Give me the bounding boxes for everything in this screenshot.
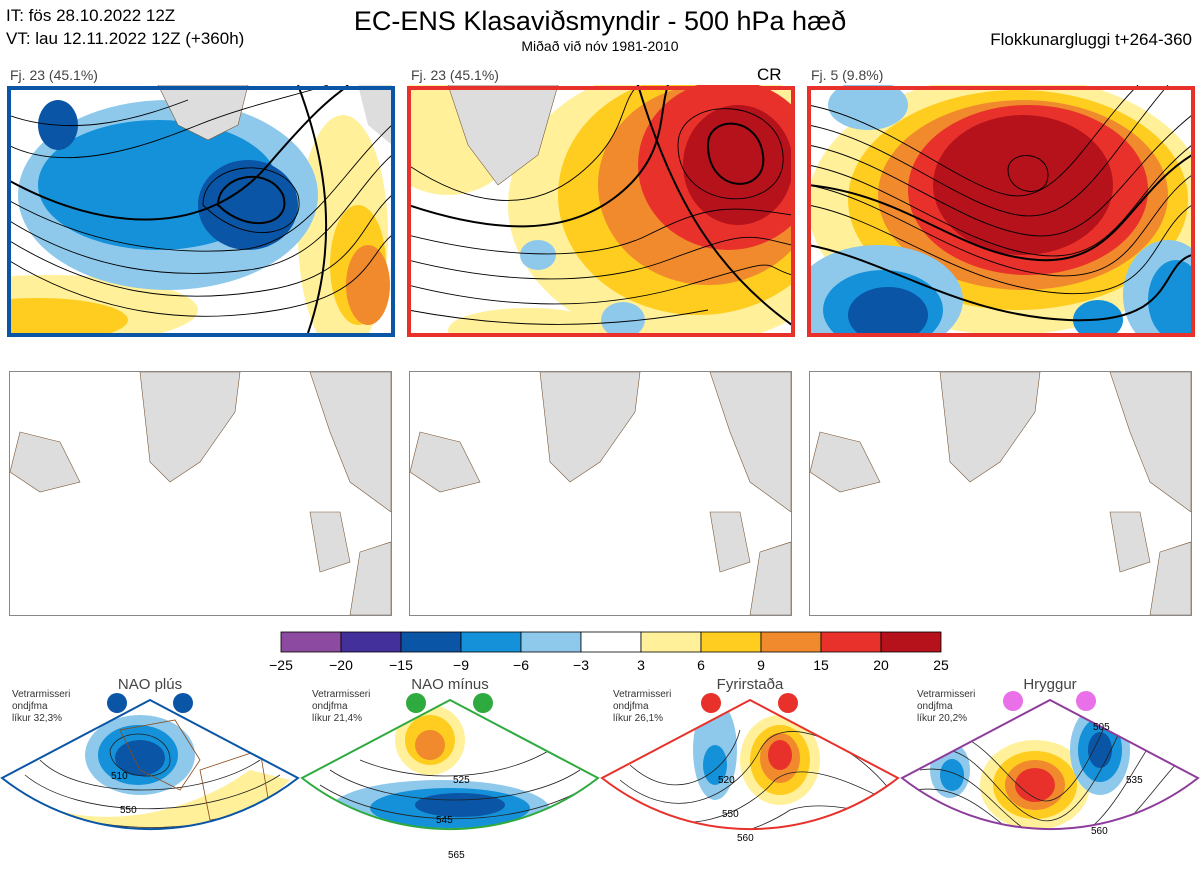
regime-4-contour-label: 535 — [1126, 775, 1143, 786]
panel-1-label: Fj. 23 (45.1%) — [10, 67, 98, 83]
base-map-2 — [409, 371, 792, 616]
colorbar-tick-label: −3 — [573, 657, 589, 673]
regime-1-marker — [107, 693, 127, 713]
colorbar-segment — [640, 631, 702, 653]
colorbar-segment — [880, 631, 942, 653]
regime-1-marker — [173, 693, 193, 713]
initial-time: IT: fös 28.10.2022 12Z — [6, 6, 176, 25]
regime-2-contour-label: 565 — [448, 850, 465, 861]
colorbar-tick-label: −15 — [389, 657, 413, 673]
regime-1-note-line: ondjfma — [12, 701, 48, 712]
colorbar-tick-label: −20 — [329, 657, 353, 673]
cluster-map-1 — [8, 85, 392, 333]
regime-4-note: Vetrarmisseri ondjfma líkur 20,2% — [917, 689, 975, 725]
regime-2-note-line: líkur 21,4% — [312, 713, 363, 724]
regime-map-2: 525 545 565 — [300, 690, 600, 870]
regime-2-note-line: ondjfma — [312, 701, 348, 712]
regime-2-marker — [473, 693, 493, 713]
regime-1-contour-label: 550 — [120, 805, 137, 816]
regime-2-note: Vetrarmisseri ondjfma líkur 21,4% — [312, 689, 370, 725]
colorbar-tick-label: 15 — [813, 657, 829, 673]
regime-map-1: 510 550 — [0, 690, 300, 870]
cluster-frame-1 — [7, 86, 395, 337]
cluster-frame-2 — [407, 86, 795, 337]
regime-3-contour-label: 550 — [722, 809, 739, 820]
base-map-3 — [809, 371, 1192, 616]
colorbar-tick-label: 3 — [637, 657, 645, 673]
colorbar-segment — [820, 631, 882, 653]
regime-2-contour-label: 525 — [453, 775, 470, 786]
colorbar-segment — [700, 631, 762, 653]
panel-2-tag: CR — [757, 65, 782, 84]
regime-1-title: NAO plús — [117, 676, 183, 693]
regime-2-contour-label: 545 — [436, 815, 453, 826]
colorbar-tick-label: 6 — [697, 657, 705, 673]
colorbar-tick-label: −9 — [453, 657, 469, 673]
regime-4-note-line: Vetrarmisseri — [917, 689, 976, 700]
regime-2-marker — [406, 693, 426, 713]
regime-2-note-line: Vetrarmisseri — [312, 689, 371, 700]
regime-4-marker — [1003, 691, 1023, 711]
cluster-frame-3 — [807, 86, 1195, 337]
regime-4-note-line: ondjfma — [917, 701, 953, 712]
colorbar-segment — [580, 631, 642, 653]
regime-3-marker — [701, 693, 721, 713]
regime-4-note-line: líkur 20,2% — [917, 713, 968, 724]
panel-3-label: Fj. 5 (9.8%) — [811, 67, 884, 83]
valid-time: VT: lau 12.11.2022 12Z (+360h) — [6, 29, 245, 48]
header-info: IT: fös 28.10.2022 12Z VT: lau 12.11.202… — [6, 4, 244, 50]
colorbar-tick-label: 20 — [873, 657, 889, 673]
regime-4-marker — [1076, 691, 1096, 711]
colorbar-segment — [340, 631, 402, 653]
regime-map-3: 520 550 560 — [600, 690, 900, 870]
regime-1-note-line: líkur 32,3% — [12, 713, 63, 724]
colorbar-tick-label: −25 — [269, 657, 293, 673]
regime-map-4: 505 535 560 — [900, 690, 1200, 870]
regime-3-marker — [778, 693, 798, 713]
regime-3-contour-label: 520 — [718, 775, 735, 786]
cluster-map-3 — [808, 85, 1192, 333]
classification-window: Flokkunargluggi t+264-360 — [990, 30, 1192, 49]
regime-1-note: Vetrarmisseri ondjfma líkur 32,3% — [12, 689, 70, 725]
regime-1-contour-label: 510 — [111, 771, 128, 782]
colorbar: −25 −20 −15 −9 −6 −3 3 6 9 15 20 25 — [255, 628, 955, 674]
regime-3-note-line: líkur 26,1% — [613, 713, 664, 724]
regime-4-contour-label: 560 — [1091, 826, 1108, 837]
colorbar-segment — [460, 631, 522, 653]
colorbar-segment — [400, 631, 462, 653]
cluster-map-2 — [408, 85, 792, 333]
panel-2-label: Fj. 23 (45.1%) — [411, 67, 499, 83]
colorbar-tick-label: −6 — [513, 657, 529, 673]
regime-2-title: NAO mínus — [411, 676, 489, 693]
regime-1-note-line: Vetrarmisseri — [12, 689, 71, 700]
colorbar-tick-label: 25 — [933, 657, 949, 673]
regime-3-contour-label: 560 — [737, 833, 754, 844]
regime-3-title: Fyrirstaða — [716, 676, 784, 693]
colorbar-segment — [280, 631, 342, 653]
regime-3-note-line: ondjfma — [613, 701, 649, 712]
base-map-1 — [9, 371, 392, 616]
colorbar-tick-label: 9 — [757, 657, 765, 673]
page-subtitle: Miðað við nóv 1981-2010 — [521, 38, 679, 54]
colorbar-segment — [760, 631, 822, 653]
regime-3-note-line: Vetrarmisseri — [613, 689, 672, 700]
regime-4-title: Hryggur — [1023, 676, 1077, 693]
regime-3-note: Vetrarmisseri ondjfma líkur 26,1% — [613, 689, 671, 725]
regime-4-contour-label: 505 — [1093, 722, 1110, 733]
colorbar-segment — [520, 631, 582, 653]
page-title: EC-ENS Klasaviðsmyndir - 500 hPa hæð — [353, 6, 847, 36]
